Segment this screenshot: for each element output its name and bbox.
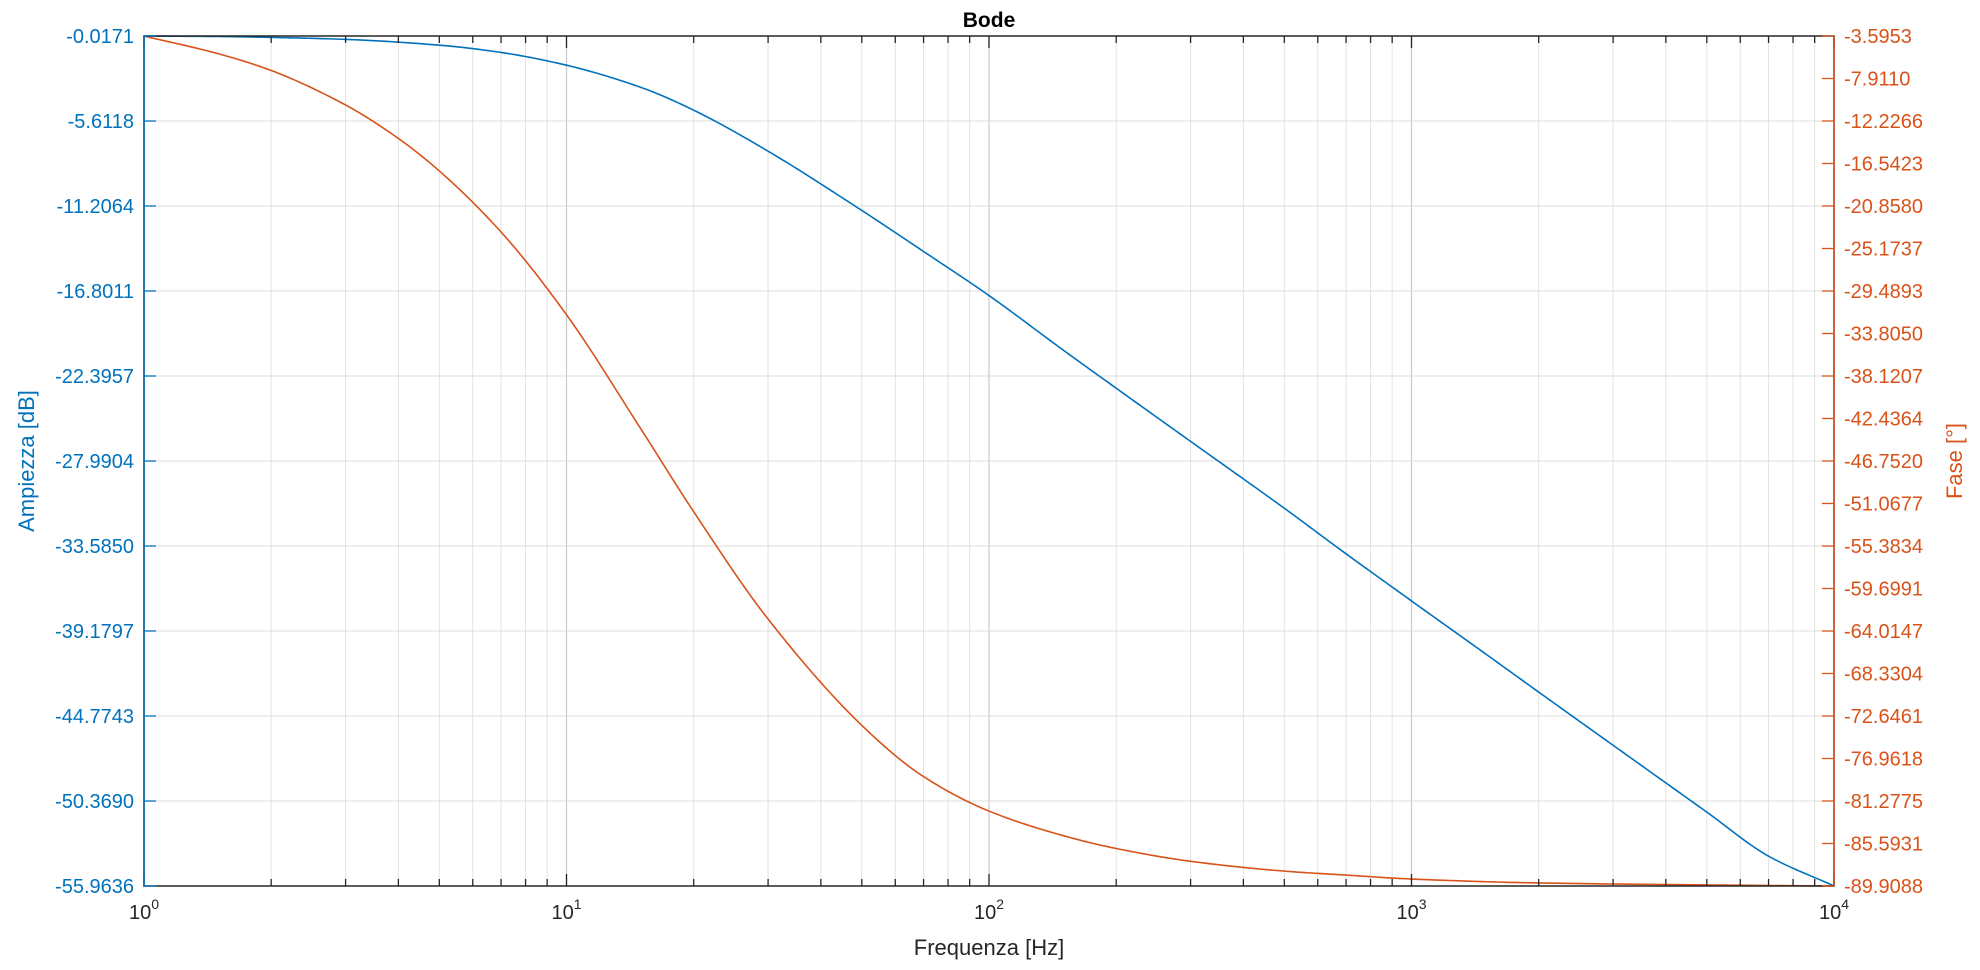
y-right-tick-label: -38.1207	[1844, 366, 1923, 388]
y-right-tick-label: -81.2775	[1844, 791, 1923, 813]
y-right-tick-label: -3.5953	[1844, 26, 1912, 48]
series-layer	[143, 35, 1835, 887]
y-right-tick-label: -68.3304	[1844, 663, 1923, 685]
x-tick-base: 10	[974, 902, 996, 924]
y-right-tick-label: -12.2266	[1844, 111, 1923, 133]
x-tick-label: 100	[129, 896, 159, 924]
y-right-tick-label: -42.4364	[1844, 409, 1923, 431]
x-tick-base: 10	[1819, 902, 1841, 924]
y-right-tick-label: -7.9110	[1844, 69, 1910, 91]
y-right-tick-label: -33.8050	[1844, 323, 1923, 345]
y-right-tick-label: -72.6461	[1844, 706, 1923, 728]
x-tick-base: 10	[129, 902, 151, 924]
y-right-tick-label: -55.3834	[1844, 536, 1923, 558]
y-left-tick-label: -5.6118	[68, 111, 134, 133]
tick-labels: -0.0171 -5.6118 -11.2064 -16.8011 -22.3957 -2…	[55, 26, 1923, 924]
x-tick-label: 102	[974, 896, 1004, 924]
y-left-tick-label: -16.8011	[57, 281, 134, 303]
y-axis-right-label: Fase [°]	[1942, 423, 1967, 499]
x-tick-label: 104	[1819, 896, 1849, 924]
y-right-tick-label: -29.4893	[1844, 281, 1923, 303]
y-right-tick-label: -20.8580	[1844, 196, 1923, 218]
y-right-tick-label: -51.0677	[1844, 493, 1923, 515]
magnitude-curve	[143, 35, 1835, 887]
x-tick-label: 103	[1396, 896, 1426, 924]
y-right-tick-label: -25.1737	[1844, 239, 1923, 261]
y-left-tick-label: -55.9636	[55, 876, 134, 898]
y-left-tick-label: -22.3957	[55, 366, 134, 388]
y-right-tick-label: -89.9088	[1844, 876, 1923, 898]
y-right-tick-label: -46.7520	[1844, 451, 1923, 473]
x-tick-exponent: 0	[151, 896, 159, 912]
y-left-tick-label: -44.7743	[55, 706, 134, 728]
y-axis-left-label: Ampiezza [dB]	[14, 390, 39, 532]
y-right-tick-label: -59.6991	[1844, 579, 1923, 601]
x-tick-exponent: 4	[1841, 896, 1849, 912]
grid-lines	[144, 36, 1834, 886]
y-left-tick-label: -27.9904	[55, 451, 134, 473]
y-right-tick-label: -16.5423	[1844, 153, 1923, 175]
x-tick-exponent: 3	[1419, 896, 1427, 912]
y-right-tick-label: -85.5931	[1844, 833, 1923, 855]
chart-title: Bode	[963, 9, 1016, 32]
phase-curve	[143, 35, 1835, 887]
x-tick-label: 101	[551, 896, 581, 924]
y-left-tick-label: -50.3690	[55, 791, 134, 813]
x-tick-base: 10	[551, 902, 573, 924]
axis-ticks	[143, 35, 1835, 887]
x-tick-base: 10	[1396, 902, 1418, 924]
y-left-tick-label: -39.1797	[55, 621, 134, 643]
y-left-tick-label: -0.0171	[66, 26, 134, 48]
y-left-tick-label: -33.5850	[55, 536, 134, 558]
x-tick-exponent: 2	[996, 896, 1004, 912]
x-tick-exponent: 1	[574, 896, 582, 912]
y-right-tick-label: -64.0147	[1844, 621, 1923, 643]
y-left-tick-label: -11.2064	[57, 196, 134, 218]
y-right-tick-label: -76.9618	[1844, 749, 1923, 771]
x-axis-label: Frequenza [Hz]	[914, 935, 1064, 960]
